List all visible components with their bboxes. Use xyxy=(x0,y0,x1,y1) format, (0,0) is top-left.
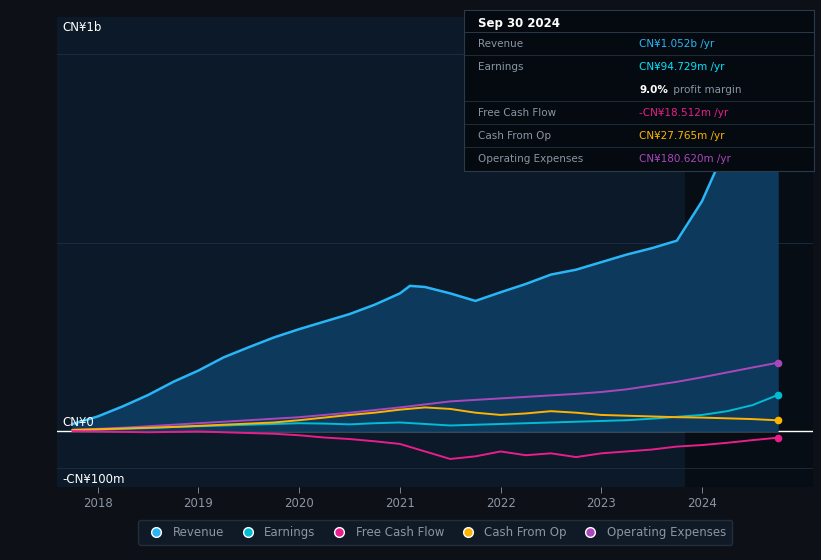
Text: CN¥94.729m /yr: CN¥94.729m /yr xyxy=(639,62,725,72)
Text: profit margin: profit margin xyxy=(670,85,741,95)
Text: -CN¥18.512m /yr: -CN¥18.512m /yr xyxy=(639,108,728,118)
Text: 9.0%: 9.0% xyxy=(639,85,668,95)
Text: Cash From Op: Cash From Op xyxy=(478,131,551,141)
Text: Operating Expenses: Operating Expenses xyxy=(478,154,583,164)
Bar xyxy=(685,17,813,487)
Legend: Revenue, Earnings, Free Cash Flow, Cash From Op, Operating Expenses: Revenue, Earnings, Free Cash Flow, Cash … xyxy=(139,520,732,545)
Text: Free Cash Flow: Free Cash Flow xyxy=(478,108,556,118)
Text: CN¥0: CN¥0 xyxy=(62,416,94,430)
Text: -CN¥100m: -CN¥100m xyxy=(62,473,125,487)
Text: Sep 30 2024: Sep 30 2024 xyxy=(478,17,560,30)
Text: CN¥27.765m /yr: CN¥27.765m /yr xyxy=(639,131,725,141)
Text: Earnings: Earnings xyxy=(478,62,524,72)
Text: CN¥1.052b /yr: CN¥1.052b /yr xyxy=(639,39,714,49)
Text: CN¥180.620m /yr: CN¥180.620m /yr xyxy=(639,154,731,164)
Text: CN¥1b: CN¥1b xyxy=(62,21,102,34)
Text: Revenue: Revenue xyxy=(478,39,523,49)
